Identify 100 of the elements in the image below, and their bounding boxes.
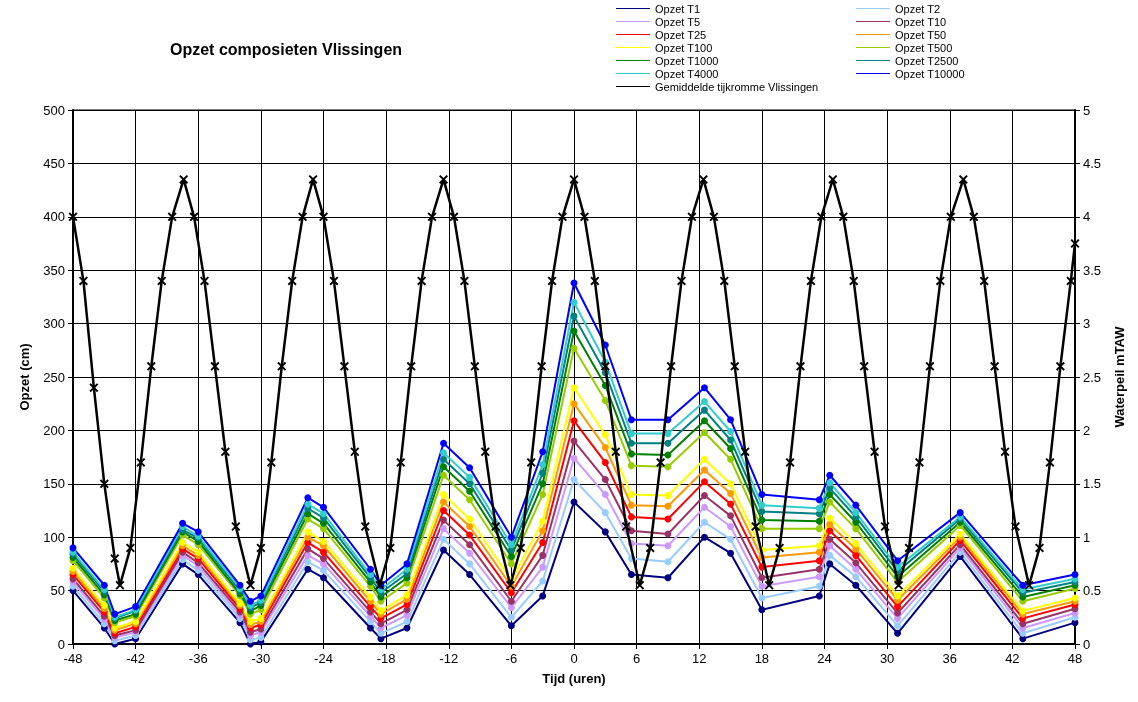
point	[852, 540, 860, 548]
x-tick-label: -36	[188, 651, 208, 666]
point	[466, 531, 474, 539]
point	[727, 500, 735, 508]
point	[956, 509, 964, 517]
point	[852, 565, 860, 573]
point	[539, 461, 547, 469]
point	[664, 463, 672, 471]
legend-label: Opzet T500	[895, 41, 953, 54]
point	[601, 443, 609, 451]
point	[815, 548, 823, 556]
point	[664, 439, 672, 447]
y-tick-label: 300	[43, 316, 65, 332]
point	[466, 515, 474, 523]
point	[466, 541, 474, 549]
y-tick-label: 450	[43, 155, 65, 171]
point	[320, 537, 327, 545]
point	[664, 558, 672, 566]
y-tick-label: 500	[43, 102, 65, 118]
point	[320, 574, 327, 582]
point	[758, 508, 766, 516]
point	[758, 516, 766, 524]
point	[852, 501, 860, 509]
point	[466, 560, 474, 568]
point	[466, 571, 474, 579]
y2-tick-label: 2.5	[1083, 369, 1102, 385]
point	[627, 501, 635, 509]
point	[366, 565, 374, 573]
point	[539, 469, 547, 477]
point	[570, 417, 578, 425]
y2-tick-label: 1	[1083, 529, 1091, 545]
point	[727, 455, 735, 463]
point	[700, 429, 708, 437]
point	[570, 400, 578, 408]
point	[601, 458, 609, 466]
point	[366, 624, 374, 632]
point	[1019, 581, 1027, 589]
point	[320, 555, 327, 563]
point	[539, 577, 547, 585]
point	[440, 546, 448, 554]
y2-tick-label: 3.5	[1083, 262, 1102, 278]
point	[440, 507, 448, 514]
x-tick-label: 0	[570, 651, 578, 666]
point	[815, 525, 823, 533]
point	[570, 298, 578, 306]
point	[700, 478, 708, 486]
point	[852, 573, 860, 581]
point	[440, 455, 448, 463]
point	[852, 581, 860, 589]
point	[570, 476, 578, 484]
point	[466, 473, 474, 481]
legend-label: Opzet T2500	[895, 54, 959, 67]
point	[852, 559, 860, 567]
point	[440, 449, 448, 457]
legend-label: Opzet T1	[655, 2, 701, 15]
point	[627, 439, 635, 447]
point	[727, 535, 735, 543]
point	[601, 490, 609, 498]
point	[727, 549, 735, 557]
point	[700, 466, 708, 474]
y2-tick-label: 1.5	[1083, 476, 1102, 492]
point	[758, 606, 766, 614]
y-tick-label: 200	[43, 422, 65, 438]
point	[758, 594, 766, 602]
point	[727, 480, 735, 488]
point	[700, 417, 708, 425]
point	[664, 492, 672, 500]
point	[507, 604, 515, 612]
x-tick-label: -12	[439, 651, 459, 666]
point	[440, 516, 448, 524]
y-axis-title: Opzet (cm)	[17, 343, 32, 411]
point	[852, 551, 860, 559]
point	[894, 622, 902, 630]
point	[664, 430, 672, 438]
point	[727, 523, 735, 531]
point	[466, 487, 474, 495]
point	[700, 384, 708, 392]
point	[700, 398, 708, 406]
point	[815, 557, 823, 565]
point	[304, 494, 312, 502]
point	[894, 609, 902, 617]
point	[507, 552, 515, 560]
point	[194, 528, 202, 536]
y-tick-label: 250	[43, 369, 65, 385]
x-tick-label: 24	[817, 651, 832, 666]
point	[627, 490, 635, 498]
point	[758, 501, 766, 509]
point	[727, 512, 735, 520]
point	[539, 539, 547, 547]
y-tick-label: 400	[43, 209, 65, 225]
point	[304, 528, 312, 536]
point	[366, 593, 374, 601]
point	[507, 541, 515, 549]
point	[727, 445, 735, 453]
point	[894, 592, 902, 600]
point	[320, 510, 327, 518]
point	[320, 548, 327, 556]
x-tick-label: -30	[251, 651, 271, 666]
point	[246, 597, 254, 605]
point	[440, 463, 448, 471]
